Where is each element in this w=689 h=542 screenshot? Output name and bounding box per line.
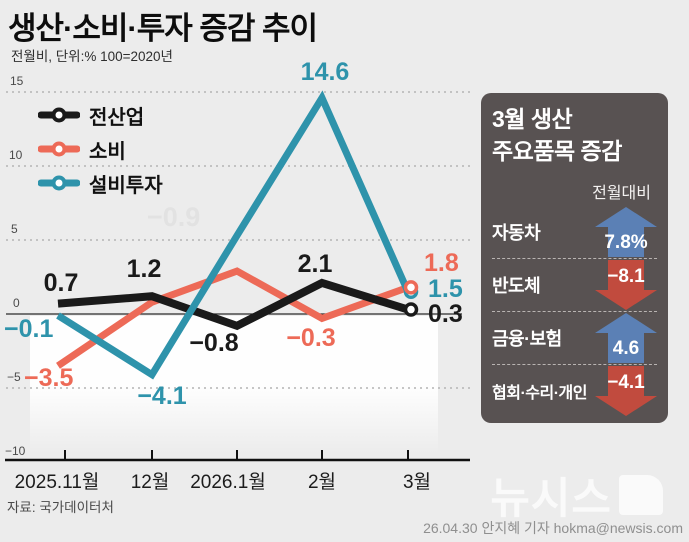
panel-title-line1: 3월 생산 xyxy=(492,106,573,132)
panel-row-value: −4.1 xyxy=(607,372,645,393)
data-point-label: −0.3 xyxy=(286,324,336,352)
legend-item-consumption: 소비 xyxy=(38,132,163,166)
legend-item-facility-investment: 설비투자 xyxy=(38,166,163,200)
ghost-data-label: −0.9 xyxy=(147,202,201,232)
legend-marker-facility-investment-icon xyxy=(38,175,80,191)
up-arrow-icon: 7.8% xyxy=(595,206,657,257)
up-arrow-icon: 4.6 xyxy=(595,313,657,363)
panel-row-label: 자동차 xyxy=(492,222,541,243)
panel-row-value: −8.1 xyxy=(607,266,645,287)
panel-title-line2: 주요품목 증감 xyxy=(492,138,622,164)
xlabel-nov: 2025.11월 xyxy=(14,472,100,493)
data-point-label: 14.6 xyxy=(300,58,350,86)
xlabel-mar: 3월 xyxy=(402,472,432,493)
data-point-label: 2.1 xyxy=(297,250,333,278)
xlabel-feb: 2월 xyxy=(307,472,337,493)
data-point-label: 1.8 xyxy=(424,249,459,277)
facility-investment-endpoint-marker xyxy=(403,284,419,300)
panel-row-automobile: 자동차 7.8% xyxy=(492,205,657,258)
data-point-label: −0.1 xyxy=(4,315,54,343)
legend-label: 설비투자 xyxy=(89,174,163,197)
data-point-label: 1.5 xyxy=(428,275,463,303)
panel-column-header: 전월대비 xyxy=(592,185,651,202)
legend-label: 전산업 xyxy=(89,106,145,129)
legend-label: 소비 xyxy=(89,140,126,163)
xlabel-jan: 2026.1월 xyxy=(190,472,266,493)
data-point-label: −4.1 xyxy=(137,382,187,410)
data-point-label: −3.5 xyxy=(24,364,74,392)
all-industry-endpoint-marker xyxy=(403,302,419,317)
source-note: 자료: 국가데이터처 xyxy=(7,500,114,515)
page-title: 생산·소비·투자 증감 추이 xyxy=(8,11,318,46)
legend-marker-all-industry-icon xyxy=(38,107,80,123)
byline-credit: 26.04.30 안지혜 기자 hokma@newsis.com xyxy=(423,520,683,536)
consumption-endpoint-marker xyxy=(403,280,419,295)
ytick-15: 15 xyxy=(10,74,24,88)
ytick-5: 5 xyxy=(11,222,18,236)
data-point-label: 0.3 xyxy=(428,300,463,328)
data-point-label: −0.8 xyxy=(189,329,239,357)
panel-row-label: 반도체 xyxy=(492,276,541,296)
panel-row-label: 금융·보험 xyxy=(492,329,562,349)
legend-marker-consumption-icon xyxy=(38,141,80,157)
ytick-neg10: −10 xyxy=(5,444,26,458)
down-arrow-icon: −8.1 xyxy=(595,260,657,310)
panel-row-semiconductor: 반도체 −8.1 xyxy=(492,258,657,311)
unit-note: 전월비, 단위:% 100=2020년 xyxy=(11,49,173,64)
ytick-neg5: −5 xyxy=(7,370,21,384)
panel-row-value: 4.6 xyxy=(613,338,639,359)
panel-row-association-repair-personal: 협회·수리·개인 −4.1 xyxy=(492,364,657,417)
newsis-logo: 뉴시스 xyxy=(490,464,663,526)
ytick-0: 0 xyxy=(13,296,20,310)
data-point-label: 1.2 xyxy=(126,255,162,283)
down-arrow-icon: −4.1 xyxy=(595,366,657,416)
panel-row-value: 7.8% xyxy=(604,232,647,253)
panel-row-finance-insurance: 금융·보험 4.6 xyxy=(492,311,657,364)
march-production-panel: 3월 생산 주요품목 증감 전월대비 자동차 7.8% 반도체 −8.1 금융·… xyxy=(481,93,668,423)
data-point-label: 0.7 xyxy=(43,269,79,297)
panel-row-label: 협회·수리·개인 xyxy=(492,385,587,402)
legend-item-all-industry: 전산업 xyxy=(38,98,163,132)
xlabel-dec: 12월 xyxy=(130,472,170,493)
ytick-10: 10 xyxy=(9,148,23,162)
newsis-logo-mark-icon xyxy=(619,475,663,515)
newsis-logo-text: 뉴시스 xyxy=(490,475,612,523)
legend: 전산업 소비 설비투자 xyxy=(38,98,163,200)
